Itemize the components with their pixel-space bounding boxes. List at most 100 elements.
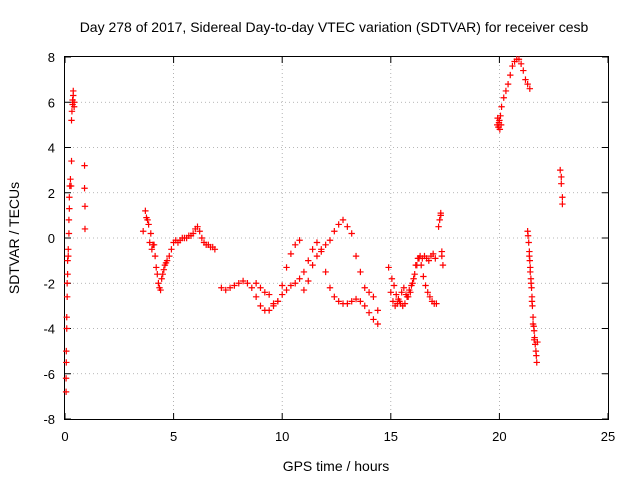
data-point — [326, 237, 334, 244]
data-point — [374, 307, 381, 314]
data-point — [196, 228, 203, 235]
data-point — [497, 121, 505, 129]
data-point — [348, 230, 355, 237]
data-point — [64, 271, 71, 278]
x-tick-label: 10 — [275, 429, 289, 444]
data-point — [361, 302, 368, 310]
data-point — [279, 282, 286, 289]
data-point — [515, 56, 523, 63]
data-point — [63, 293, 71, 301]
data-point — [388, 275, 396, 282]
data-point — [408, 282, 415, 289]
data-point — [154, 271, 161, 278]
data-point — [65, 252, 72, 260]
data-point — [189, 230, 197, 237]
y-tick-label: -2 — [43, 276, 55, 291]
data-point — [287, 250, 295, 258]
data-point — [142, 207, 149, 215]
data-point — [393, 291, 400, 298]
data-point — [348, 298, 355, 305]
data-point — [398, 289, 405, 296]
data-point — [274, 298, 282, 305]
data-point — [305, 277, 312, 285]
data-point — [283, 286, 290, 294]
data-point — [318, 246, 325, 253]
data-point — [502, 87, 510, 95]
data-point — [395, 295, 402, 303]
data-point — [437, 209, 444, 217]
data-point — [66, 205, 73, 212]
data-points — [62, 56, 566, 396]
data-point — [63, 313, 70, 321]
data-point — [194, 223, 201, 230]
data-point — [326, 284, 334, 291]
data-point — [500, 94, 507, 101]
data-point — [558, 173, 565, 181]
data-point — [344, 223, 351, 230]
data-point — [385, 264, 392, 271]
data-point — [559, 194, 566, 201]
data-point — [528, 298, 536, 305]
data-point — [439, 261, 447, 269]
data-point — [370, 316, 377, 323]
data-point — [529, 313, 537, 321]
data-point — [265, 307, 273, 314]
data-point — [153, 264, 160, 271]
plot-frame — [64, 56, 609, 420]
data-point — [155, 280, 162, 287]
data-point — [509, 62, 516, 70]
data-point — [162, 259, 170, 267]
data-point — [365, 289, 373, 296]
data-point — [81, 203, 89, 210]
data-point — [143, 214, 150, 221]
chart-title: Day 278 of 2017, Sidereal Day-to-day VTE… — [80, 19, 589, 35]
data-point — [401, 300, 409, 307]
data-point — [335, 298, 342, 305]
data-point — [151, 252, 159, 260]
data-point — [331, 293, 338, 301]
data-point — [557, 166, 564, 174]
x-axis-label: GPS time / hours — [283, 458, 390, 474]
data-point — [65, 246, 72, 253]
data-point — [527, 264, 534, 271]
data-point — [283, 264, 290, 271]
data-point — [270, 300, 277, 307]
y-tick-label: 6 — [48, 95, 55, 110]
data-point — [410, 275, 417, 282]
data-point — [339, 216, 347, 224]
x-tick-label: 25 — [601, 429, 615, 444]
data-point — [296, 237, 303, 244]
data-point — [65, 216, 73, 224]
data-point — [62, 375, 70, 382]
data-point — [257, 284, 264, 291]
data-point — [424, 289, 431, 296]
data-point — [211, 246, 219, 253]
data-point — [524, 232, 532, 239]
y-axis-label: SDTVAR / TECUs — [6, 182, 22, 294]
data-point — [435, 223, 442, 230]
data-point — [370, 293, 377, 301]
y-tick-label: 4 — [48, 141, 55, 156]
data-point — [335, 221, 342, 228]
data-point — [231, 282, 238, 289]
data-point — [403, 293, 411, 301]
data-point — [494, 114, 501, 122]
data-point — [252, 293, 260, 301]
data-point — [279, 291, 286, 298]
data-point — [504, 80, 512, 88]
y-tick-label: 0 — [48, 231, 55, 246]
data-point — [64, 257, 71, 264]
data-point — [425, 257, 433, 264]
data-point — [374, 320, 381, 328]
data-point — [147, 230, 154, 237]
data-point — [235, 280, 242, 287]
data-point — [530, 336, 538, 344]
data-point — [218, 284, 225, 291]
data-point — [517, 60, 525, 67]
data-point — [66, 194, 73, 201]
data-point — [361, 284, 368, 291]
data-point — [261, 289, 269, 296]
data-point — [352, 252, 360, 260]
data-point — [533, 352, 540, 359]
data-point — [287, 282, 295, 289]
